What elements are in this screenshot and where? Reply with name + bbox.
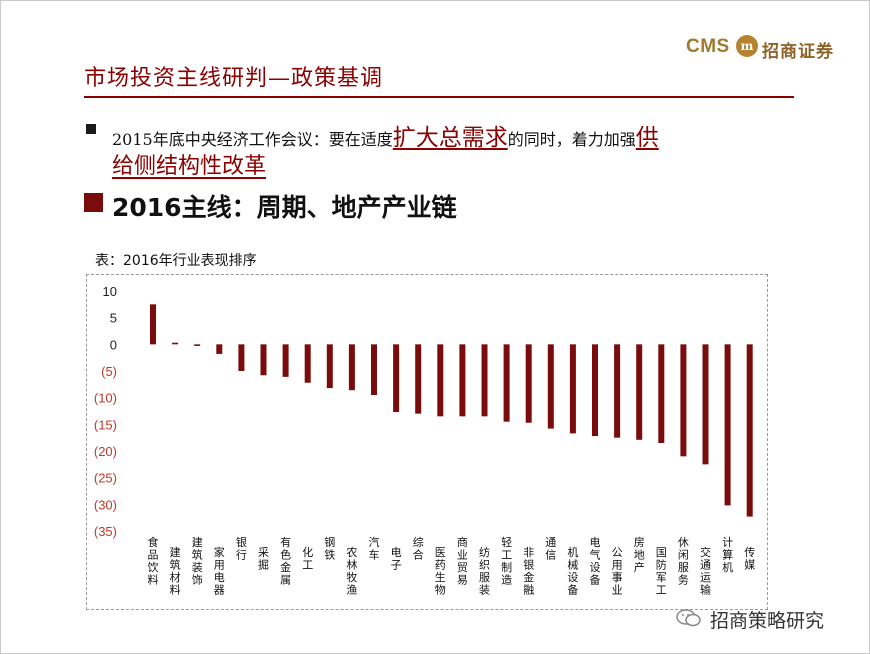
bar	[702, 344, 709, 465]
bullet-1-line-2: 给侧结构性改革	[112, 154, 267, 179]
x-tick-label: 采掘	[258, 546, 269, 572]
y-tick-label: (15)	[94, 417, 117, 432]
x-tick-label: 传媒	[744, 546, 755, 572]
bar	[150, 304, 156, 345]
bullet-1-middle: 的同时，着力加强	[507, 130, 636, 149]
x-tick-label: 家用电器	[214, 545, 225, 597]
title-divider	[84, 96, 794, 98]
x-tick-label: 农林牧渔	[346, 545, 357, 597]
bar	[459, 344, 466, 417]
x-tick-label: 公用事业	[612, 546, 623, 597]
bar	[326, 344, 333, 389]
y-tick-label: (10)	[94, 391, 117, 406]
x-tick-label: 建筑装饰	[192, 535, 203, 587]
bar	[636, 344, 643, 440]
bullet-1-text: 2015年底中央经济工作会议：要在适度扩大总需求的同时，着力加强供	[112, 118, 659, 152]
x-tick-label: 钢铁	[324, 536, 335, 562]
y-tick-label: (5)	[101, 364, 117, 379]
bar	[415, 344, 422, 414]
bar	[525, 344, 532, 423]
y-tick-label: 10	[103, 284, 117, 299]
bar	[304, 344, 311, 383]
bar	[437, 344, 444, 417]
bullet-2-text: 2016主线：周期、地产产业链	[112, 193, 457, 222]
bar	[348, 344, 355, 391]
bar	[746, 344, 753, 517]
x-tick-label: 通信	[545, 536, 556, 562]
x-tick-label: 银行	[236, 535, 247, 562]
bar	[194, 344, 201, 346]
wechat-watermark: 招商策略研究	[676, 604, 846, 632]
logo-text-cn: 招商证券	[762, 42, 834, 62]
x-tick-label: 休闲服务	[678, 536, 689, 587]
table-caption: 表：2016年行业表现排序	[95, 253, 257, 269]
x-tick-label: 轻工制造	[501, 535, 512, 587]
y-tick-label: 0	[110, 337, 117, 352]
x-tick-label: 汽车	[369, 535, 380, 562]
bullet-square-icon	[86, 124, 96, 134]
x-tick-label: 化工	[302, 545, 313, 572]
x-tick-label: 综合	[413, 535, 424, 562]
bar	[260, 344, 267, 376]
bar	[569, 344, 576, 434]
x-tick-label: 计算机	[722, 536, 733, 574]
logo-badge-icon: m	[736, 35, 758, 57]
y-tick-label: (35)	[94, 524, 117, 539]
bar	[371, 344, 377, 395]
x-tick-label: 食品饮料	[148, 535, 159, 587]
bar	[503, 344, 510, 422]
bar	[724, 344, 731, 506]
y-tick-label: (30)	[94, 497, 117, 512]
logo-text-en: CMS	[686, 36, 730, 57]
bullet-1-highlight-2: 供	[635, 125, 659, 151]
chart-border	[86, 274, 768, 610]
x-tick-label: 建筑材料	[170, 545, 181, 597]
bullet-square-large-icon	[84, 193, 103, 212]
bullet-1-highlight-1: 扩大总需求	[392, 125, 508, 151]
bar	[481, 344, 488, 417]
bar	[172, 342, 179, 345]
x-tick-label: 房地产	[634, 536, 645, 574]
x-tick-label: 机械设备	[567, 545, 578, 597]
watermark-text: 招商策略研究	[710, 610, 825, 632]
x-tick-label: 电子	[391, 546, 402, 572]
bar	[393, 344, 400, 413]
cms-logo: CMS m 招商证券	[686, 34, 836, 62]
x-tick-label: 医药生物	[435, 546, 446, 597]
bullet-1-before: 2015年底中央经济工作会议：要在适度	[112, 130, 393, 149]
wechat-icon	[676, 609, 701, 627]
y-tick-label: (20)	[94, 444, 117, 459]
bar	[592, 344, 598, 437]
bar	[238, 344, 245, 371]
bar	[680, 344, 687, 457]
bar	[282, 344, 289, 377]
x-tick-label: 电气设备	[590, 536, 601, 587]
x-tick-label: 交通运输	[700, 545, 711, 597]
slide-title: 市场投资主线研判—政策基调	[84, 66, 384, 91]
x-tick-label: 商业贸易	[457, 535, 468, 587]
y-tick-label: 5	[110, 311, 117, 326]
x-tick-label: 国防军工	[656, 546, 667, 597]
bar	[216, 344, 223, 354]
bar	[658, 344, 665, 443]
y-tick-label: (25)	[94, 471, 117, 486]
x-tick-label: 纺织服装	[479, 545, 490, 597]
bar	[547, 344, 554, 429]
x-tick-label: 有色金属	[280, 535, 291, 587]
bar	[614, 344, 621, 438]
x-tick-label: 非银金融	[523, 546, 534, 597]
